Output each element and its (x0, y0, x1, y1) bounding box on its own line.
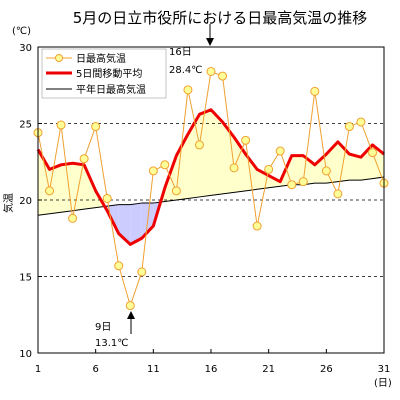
daily-max-point (183, 85, 193, 95)
y-axis-label: 気温 (2, 193, 15, 213)
x-tick-label: 31 (378, 364, 391, 375)
normal-temp-line (37, 176, 385, 216)
daily-max-point (206, 66, 216, 76)
y-unit-label: (℃) (12, 26, 31, 37)
daily-max-point (310, 86, 320, 96)
fill-above-normal (291, 155, 304, 185)
fill-above-normal (314, 154, 327, 184)
daily-max-point (321, 166, 331, 176)
daily-max-point (333, 189, 343, 199)
daily-max-point (275, 146, 285, 156)
daily-max-point (45, 186, 55, 196)
x-tick-label: 1 (35, 364, 41, 375)
daily-max-point (356, 117, 366, 127)
daily-max-point (56, 120, 66, 130)
legend-daily-label: 日最高気温 (76, 52, 126, 65)
annotation-low-value: 13.1℃ (95, 338, 129, 349)
legend-ma-label: 5日間移動平均 (76, 67, 142, 80)
daily-max-point (148, 166, 158, 176)
fill-below-normal (130, 203, 142, 245)
legend: 日最高気温 5日間移動平均 平年日最高気温 (41, 48, 167, 99)
grid-lines (38, 123, 384, 277)
daily-max-point (137, 267, 147, 277)
daily-max-point (367, 148, 377, 158)
daily-max-point (229, 163, 239, 173)
x-tick-labels: 1 6 11 16 21 26 31 (35, 349, 391, 375)
y-tick-label: 10 (19, 349, 32, 360)
fill-above-normal (349, 154, 361, 181)
fill-above-normal (222, 121, 235, 194)
y-tick-label: 20 (19, 196, 32, 207)
daily-max-point (91, 122, 101, 132)
y-tick-label: 30 (19, 43, 32, 54)
annotation-high: 16日 28.4℃ (169, 24, 214, 76)
daily-max-point (194, 140, 204, 150)
fill-above-normal (187, 114, 200, 199)
moving-average-line (36, 108, 385, 246)
annotation-low: 9日 13.1℃ (95, 311, 135, 349)
daily-max-point (344, 122, 354, 132)
daily-max-point (264, 164, 274, 174)
normal-series-group (37, 176, 385, 216)
fill-above-normal (199, 109, 211, 197)
annotation-high-value: 28.4℃ (169, 65, 203, 76)
daily-max-point (218, 71, 228, 81)
x-tick-label: 21 (262, 364, 275, 375)
annotation-low-day: 9日 (95, 322, 111, 333)
x-tick-label: 26 (320, 364, 333, 375)
annotation-high-day: 16日 (169, 47, 192, 58)
legend-normal-label: 平年日最高気温 (76, 83, 146, 96)
daily-max-point (241, 135, 251, 145)
daily-max-point (171, 186, 181, 196)
x-tick-label: 16 (205, 364, 218, 375)
fill-above-normal (84, 164, 96, 210)
x-tick-label: 6 (92, 364, 98, 375)
daily-max-point (68, 213, 78, 223)
daily-max-point (252, 221, 262, 231)
chart-title: 5月の日立市役所における日最高気温の推移 (73, 9, 368, 27)
daily-max-point (114, 261, 124, 271)
fill-above-normal (211, 109, 223, 196)
x-tick-label: 11 (147, 364, 160, 375)
daily-max-point (298, 177, 308, 187)
daily-max-point (125, 301, 135, 311)
daily-max-point (79, 154, 89, 164)
x-unit-label: (日) (374, 378, 392, 389)
annotation-low-arrow-head (127, 311, 135, 319)
daily-max-point (287, 180, 297, 190)
daily-max-point (160, 160, 170, 170)
moving-average-series-group (36, 108, 385, 246)
y-tick-label: 15 (19, 273, 32, 284)
y-tick-label: 25 (19, 120, 32, 131)
y-tick-labels: 10 15 20 25 30 (19, 43, 42, 360)
annotation-high-arrow-head (206, 38, 214, 46)
legend-daily-marker (55, 54, 63, 62)
daily-max-point (102, 193, 112, 203)
